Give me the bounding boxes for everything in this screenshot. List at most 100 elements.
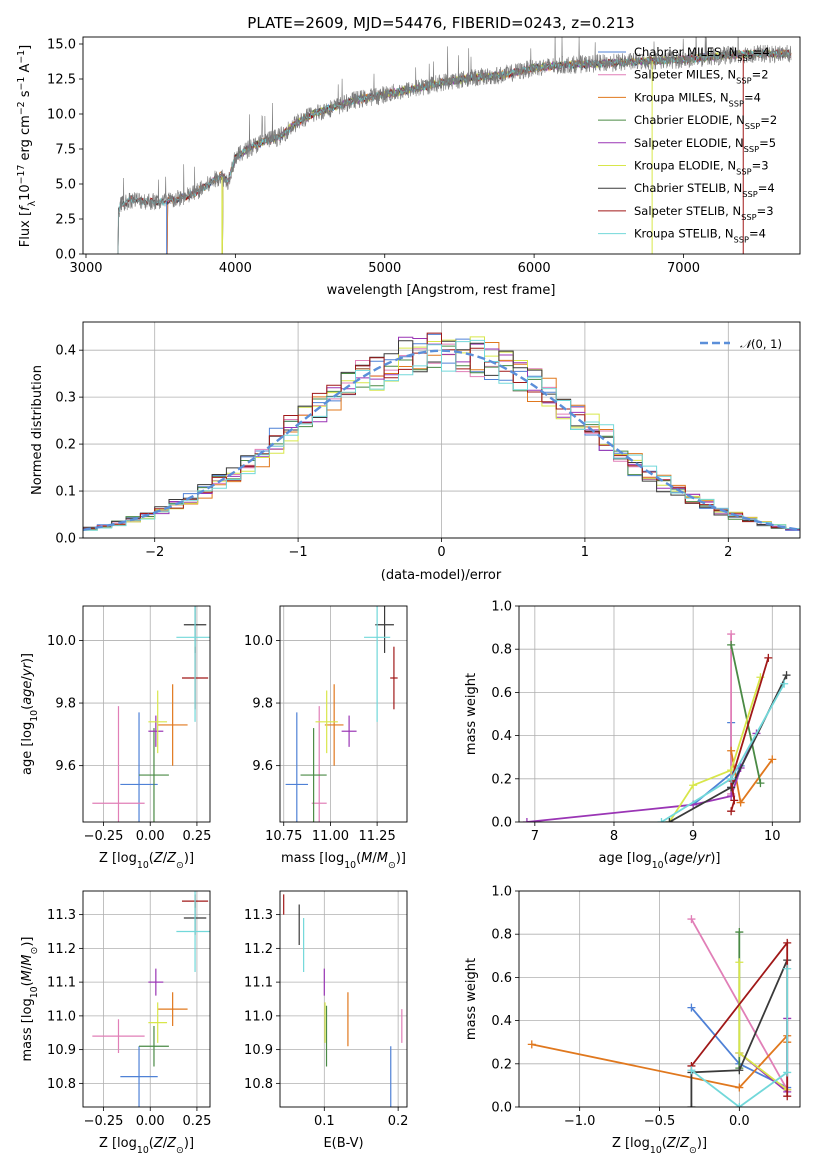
y-tick-label: 9.6 <box>55 759 76 774</box>
weight-marker <box>756 779 765 788</box>
weight-marker <box>735 1049 744 1057</box>
axes-frame <box>82 605 211 823</box>
x-tick-label: 0.1 <box>314 1114 335 1129</box>
weight-line-salpeter_stelib <box>730 657 770 812</box>
weight-marker <box>527 1040 536 1049</box>
y-tick-label: 10.0 <box>47 634 76 649</box>
legend-label: Salpeter STELIB, NSSP=3 <box>634 204 774 222</box>
plot-area <box>283 894 403 1107</box>
plot-area <box>117 37 792 254</box>
legend-label: Kroupa STELIB, NSSP=4 <box>634 227 766 245</box>
x-axis-label: Z [log10(Z/Z⊙)] <box>99 1136 194 1156</box>
x-axis-label: wavelength [Angstrom, rest frame] <box>327 283 556 298</box>
x-tick-label: 3000 <box>69 261 102 276</box>
y-tick-label: 9.8 <box>252 697 273 712</box>
x-tick-label: 6000 <box>518 261 551 276</box>
plot-area <box>527 915 792 1107</box>
legend-label: Chabrier MILES, NSSP=4 <box>634 45 770 63</box>
plot-area <box>92 891 210 1107</box>
y-tick-label: 0.8 <box>491 928 512 943</box>
legend-label: Salpeter MILES, NSSP=2 <box>634 68 769 86</box>
weight-marker <box>735 928 744 937</box>
plot-area <box>285 606 398 822</box>
y-axis-label: Normed distribution <box>30 365 45 495</box>
y-tick-label: 0.3 <box>55 391 76 406</box>
weight-marker <box>780 679 789 688</box>
y-tick-label: 11.2 <box>47 942 76 957</box>
weight-marker <box>783 938 792 947</box>
x-tick-label: 5000 <box>368 261 401 276</box>
y-tick-label: 0.6 <box>491 971 512 986</box>
weight-line-kroupa_elodie <box>738 962 788 1091</box>
y-tick-label: 2.5 <box>55 213 76 228</box>
x-tick-label: −2 <box>145 545 164 560</box>
y-tick-label: 15.0 <box>47 38 76 53</box>
y-tick-label: 11.2 <box>244 942 273 957</box>
weight-marker <box>736 798 745 807</box>
weight-marker <box>727 807 736 816</box>
x-tick-label: 0.25 <box>182 1114 211 1129</box>
y-tick-label: 0.2 <box>55 438 76 453</box>
y-axis-label: mass weight <box>464 673 479 755</box>
weight-marker <box>689 781 698 790</box>
legend-label: Kroupa MILES, NSSP=4 <box>634 90 761 108</box>
axes-frame <box>279 605 408 823</box>
weight-marker <box>727 774 736 783</box>
y-axis-label: Flux [fλ10−17 erg cm−2 s−1 A−1] <box>16 45 38 247</box>
y-tick-label: 11.0 <box>47 1009 76 1024</box>
x-axis-label: Z [log10(Z/Z⊙)] <box>99 851 194 871</box>
x-tick-label: −0.25 <box>84 829 124 844</box>
weight-marker <box>657 818 666 822</box>
x-axis-label: mass [log10(M/M⊙)] <box>281 851 406 871</box>
y-tick-label: 10.8 <box>47 1077 76 1092</box>
x-tick-label: 2 <box>724 545 732 560</box>
y-axis-label: age [log10(age/yr)] <box>20 653 40 775</box>
x-tick-label: 0.25 <box>182 829 211 844</box>
legend-label: Kroupa ELODIE, NSSP=3 <box>634 159 769 177</box>
weight-marker <box>727 630 736 639</box>
x-tick-label: 11.00 <box>312 829 349 844</box>
legend-label: Salpeter ELODIE, NSSP=5 <box>634 136 776 154</box>
data-spectrum <box>117 37 792 254</box>
x-tick-label: 0.00 <box>136 829 165 844</box>
x-tick-label: −1.0 <box>564 1114 596 1129</box>
x-tick-label: 4000 <box>219 261 252 276</box>
y-tick-label: 0.2 <box>491 772 512 787</box>
y-tick-label: 11.0 <box>244 1009 273 1024</box>
weight-line-kroupa_elodie <box>668 677 762 822</box>
weight-line-kroupa_stelib <box>661 683 785 822</box>
y-tick-label: 11.1 <box>47 976 76 991</box>
y-tick-label: 10.9 <box>244 1043 273 1058</box>
axes-frame <box>518 890 801 1108</box>
y-tick-label: 0.4 <box>491 1014 512 1029</box>
weight-marker <box>727 746 736 755</box>
y-tick-label: 10.9 <box>47 1043 76 1058</box>
weight-marker <box>730 796 739 805</box>
weight-line-chabrier_elodie <box>730 644 762 784</box>
weight-marker <box>783 1092 792 1101</box>
axes-frame <box>82 890 211 1108</box>
y-tick-label: 10.0 <box>47 108 76 123</box>
y-tick-label: 0.8 <box>491 643 512 658</box>
weight-marker <box>735 958 744 967</box>
y-axis-label: mass weight <box>464 958 479 1040</box>
y-tick-label: 0.0 <box>491 816 512 831</box>
legend-label: Chabrier ELODIE, NSSP=2 <box>634 113 777 131</box>
y-tick-label: 0.1 <box>55 485 76 500</box>
x-tick-label: 7 <box>531 829 539 844</box>
y-tick-label: 10.0 <box>244 634 273 649</box>
legend-label: 𝒩(0, 1) <box>740 337 782 351</box>
plot-area <box>92 606 210 822</box>
y-tick-label: 0.4 <box>55 344 76 359</box>
x-axis-label: E(B-V) <box>323 1136 363 1151</box>
weight-line-kroupa_stelib <box>690 968 789 1107</box>
y-tick-label: 0.0 <box>55 532 76 547</box>
axes-frame <box>279 890 408 1108</box>
y-tick-label: 0.4 <box>491 729 512 744</box>
legend-label: Chabrier STELIB, NSSP=4 <box>634 181 775 199</box>
x-tick-label: 8 <box>610 829 618 844</box>
weight-marker <box>735 1083 744 1092</box>
y-tick-label: 11.3 <box>47 908 76 923</box>
y-tick-label: 1.0 <box>491 600 512 615</box>
